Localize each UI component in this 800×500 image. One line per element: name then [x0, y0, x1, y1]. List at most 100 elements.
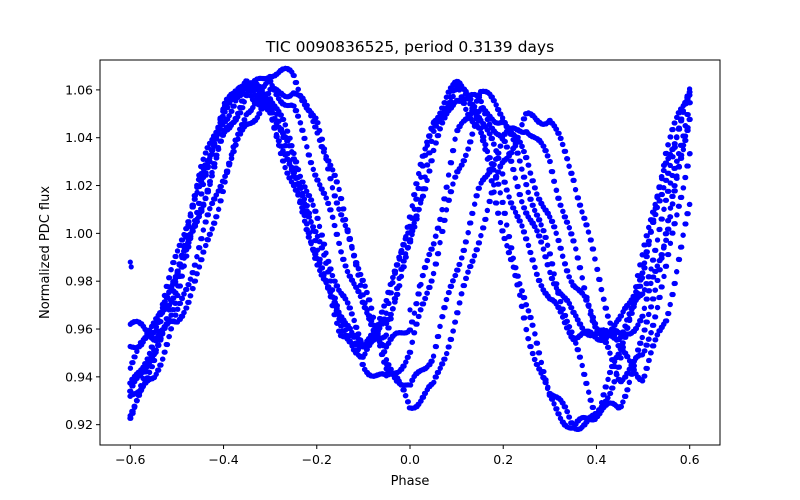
data-point	[163, 316, 169, 322]
data-point	[466, 96, 473, 102]
data-point	[441, 196, 447, 202]
data-point	[345, 227, 351, 233]
data-point	[544, 153, 550, 159]
data-point	[667, 205, 673, 211]
data-point	[644, 281, 650, 287]
data-point	[342, 222, 348, 229]
data-point	[540, 143, 546, 149]
data-point	[321, 271, 327, 277]
data-point	[563, 312, 569, 319]
data-point	[560, 400, 566, 406]
data-point	[342, 327, 348, 333]
data-point	[456, 261, 462, 268]
data-point	[472, 107, 478, 113]
data-point	[589, 318, 595, 324]
data-point	[280, 148, 286, 154]
data-point	[340, 322, 346, 328]
data-point	[475, 125, 482, 131]
data-point	[652, 201, 658, 208]
data-point	[665, 142, 671, 148]
data-point	[402, 393, 408, 399]
data-point	[633, 354, 639, 361]
data-point	[465, 269, 471, 275]
data-point	[412, 330, 418, 336]
data-point	[643, 296, 649, 302]
data-point	[639, 352, 645, 358]
data-point	[440, 361, 446, 367]
data-point	[294, 113, 301, 119]
data-point	[509, 245, 515, 251]
data-point	[362, 283, 368, 289]
data-point	[553, 281, 559, 287]
data-point	[187, 276, 194, 282]
data-point	[300, 127, 306, 133]
data-point	[674, 212, 680, 218]
data-point	[210, 147, 216, 153]
data-point	[403, 359, 409, 365]
data-point	[163, 341, 169, 348]
data-point	[194, 209, 200, 216]
data-point	[538, 222, 544, 228]
data-point	[351, 253, 358, 259]
data-point	[415, 185, 421, 191]
data-point	[497, 111, 503, 117]
data-point	[420, 272, 426, 279]
data-point	[555, 130, 561, 136]
data-point	[598, 286, 604, 293]
data-point	[323, 195, 329, 201]
data-point	[257, 111, 263, 117]
data-point	[648, 304, 654, 310]
data-point	[618, 404, 625, 410]
data-point	[191, 193, 198, 199]
data-point	[661, 243, 667, 249]
data-point	[401, 387, 407, 393]
data-point	[391, 295, 397, 302]
data-point	[646, 288, 653, 294]
data-point	[624, 354, 630, 360]
data-point	[130, 359, 136, 366]
data-point	[489, 135, 496, 142]
data-point	[687, 92, 693, 98]
data-point	[217, 115, 223, 121]
x-tick-label: 0.6	[680, 452, 700, 467]
data-point	[566, 274, 572, 280]
data-point	[629, 310, 635, 316]
data-point	[474, 193, 480, 199]
data-point	[343, 216, 349, 223]
y-axis-ticks: 0.92 0.94 0.96 0.98 1.00 1.02 1.04 1.06	[65, 82, 100, 432]
data-point	[315, 215, 321, 221]
data-point	[199, 191, 205, 197]
data-point	[595, 413, 601, 420]
data-point	[627, 358, 633, 364]
data-point	[431, 241, 437, 247]
data-point	[466, 263, 473, 270]
data-point	[662, 318, 669, 324]
data-point	[291, 72, 297, 79]
data-point	[611, 332, 617, 338]
data-point	[639, 334, 645, 341]
data-point	[200, 156, 206, 162]
data-point	[602, 339, 608, 346]
data-point	[607, 390, 613, 397]
data-point	[582, 371, 588, 378]
data-point	[512, 209, 519, 215]
data-point	[271, 105, 277, 111]
data-point	[649, 343, 656, 349]
data-point	[517, 158, 523, 164]
data-point	[604, 313, 611, 319]
data-point	[669, 146, 675, 153]
data-point	[349, 343, 355, 349]
data-point	[646, 241, 652, 248]
data-point	[327, 207, 333, 213]
data-point	[522, 116, 528, 122]
data-point	[589, 404, 595, 411]
data-point	[305, 234, 311, 240]
data-point	[506, 127, 512, 133]
data-point	[607, 369, 614, 376]
data-point	[365, 297, 372, 303]
data-point	[461, 158, 468, 164]
data-point	[677, 194, 684, 201]
data-point	[642, 260, 648, 266]
data-point	[638, 262, 644, 268]
data-point	[432, 343, 438, 350]
